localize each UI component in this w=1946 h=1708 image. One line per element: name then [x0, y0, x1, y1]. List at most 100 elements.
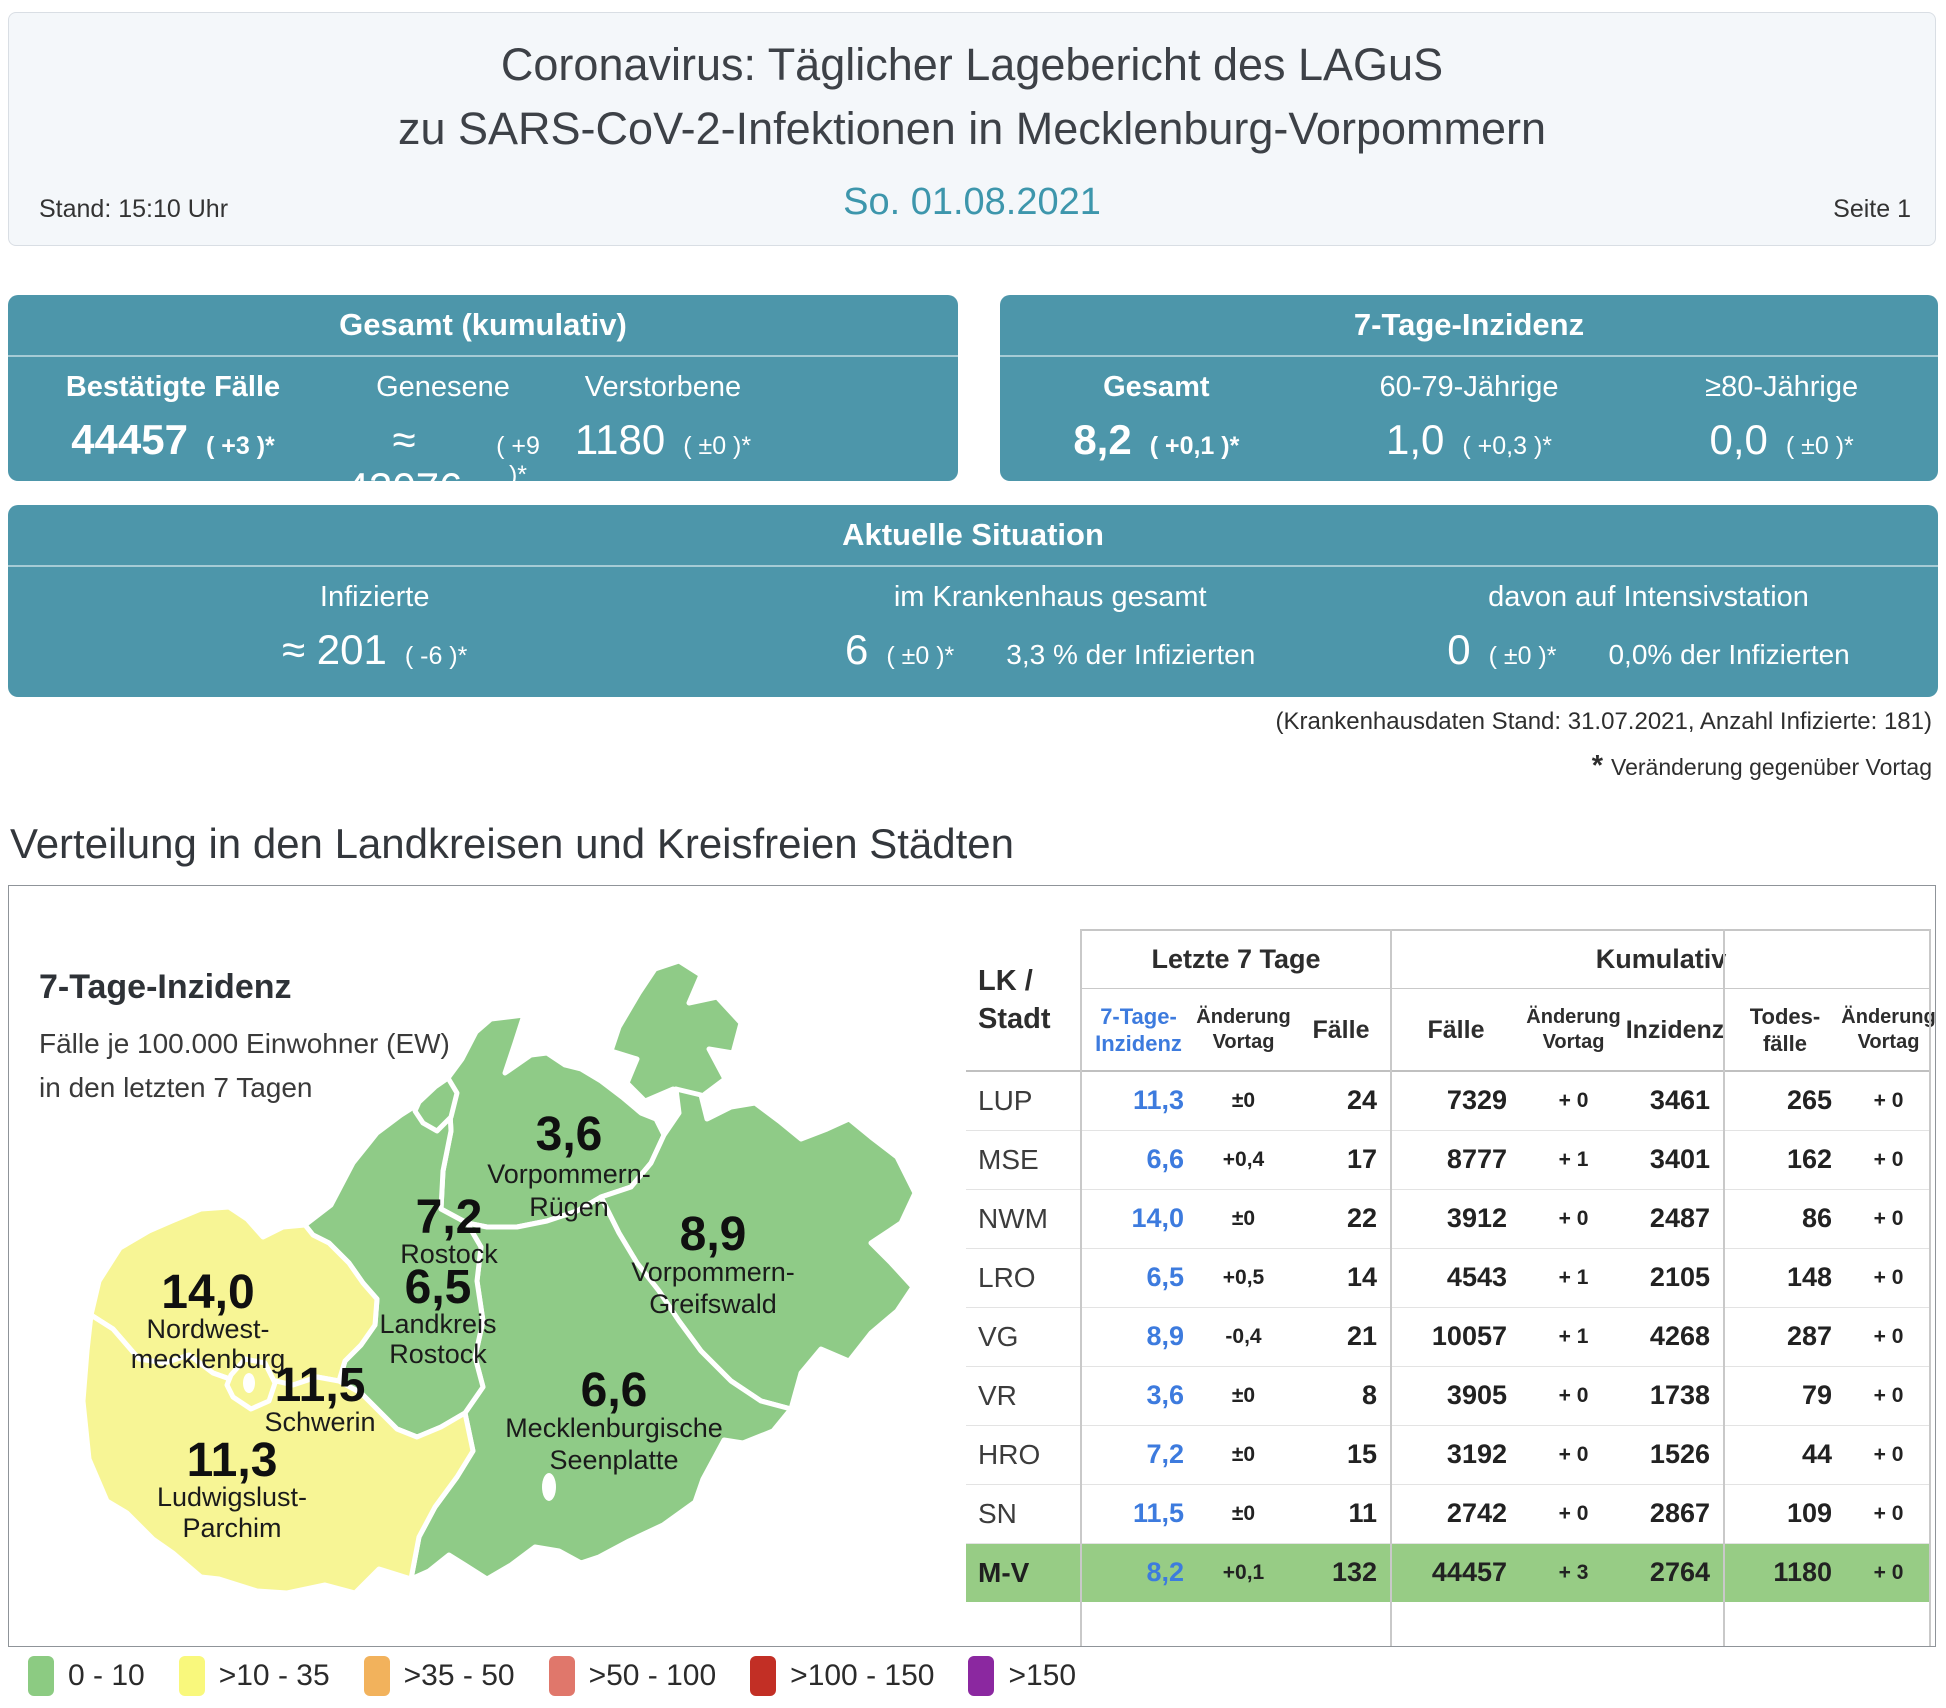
swatch-rect [28, 1656, 54, 1696]
corner-line2: Stadt [978, 1003, 1051, 1035]
stat-label: Verstorbene [584, 371, 742, 403]
cell-aenderung: +0,1 [1196, 1543, 1291, 1602]
cell-todesfaelle: 1180 [1724, 1543, 1846, 1602]
lake-mueritz [542, 1473, 556, 1501]
row-divider [966, 1248, 1931, 1249]
cell-kum-aenderung: + 3 [1521, 1543, 1626, 1602]
cell-kum-faelle: 8777 [1446, 1144, 1507, 1174]
cell-todesfaelle: 109 [1786, 1498, 1832, 1528]
cell-kum-faelle: 3192 [1446, 1439, 1507, 1469]
stat-change: ( ±0 )* [683, 432, 752, 460]
row-divider [966, 1130, 1931, 1131]
cell-inzidenz: 8,9 [1146, 1321, 1184, 1351]
cell-aenderung: ±0 [1231, 1088, 1256, 1112]
table-top-border [1081, 929, 1931, 931]
stat-intensivstation: davon auf Intensivstation 0 ( ±0 )* 0,0% d… [1359, 567, 1938, 674]
legend-item: 0 - 10 [28, 1656, 145, 1696]
table-header-underline [966, 1070, 1931, 1072]
cell-kum-faelle: 4543 [1446, 1262, 1507, 1292]
footnote-krankenhausdaten: (Krankenhausdaten Stand: 31.07.2021, Anz… [1275, 708, 1932, 735]
cell-tote-aenderung: + 0 [1873, 1147, 1904, 1171]
row-divider [966, 1366, 1931, 1367]
cell-todesfaelle: 86 [1801, 1203, 1832, 1233]
stat-inzidenz-gesamt: Gesamt 8,2 ( +0,1 )* [1000, 357, 1313, 464]
map-subtitle-line2: in den letzten 7 Tagen [39, 1072, 313, 1103]
stat-label: Bestätigte Fälle [65, 371, 281, 403]
legend-item: >100 - 150 [750, 1656, 934, 1696]
column-divider [1929, 929, 1931, 1646]
hdr-line: Vortag [1542, 1031, 1605, 1053]
stat-change: ( +9 )* [496, 432, 540, 489]
stat-change: ( +0,3 )* [1462, 432, 1552, 460]
legend-swatch-yellow [178, 1656, 205, 1696]
map-table-container: 7-Tage-Inzidenz Fälle je 100.000 Einwohn… [8, 885, 1936, 1647]
stat-label: im Krankenhaus gesamt [893, 581, 1207, 613]
stat-value: 0,0 [1709, 416, 1768, 463]
cell-kum-faelle: 10057 [1431, 1321, 1507, 1351]
cell-kum-inzidenz: 2105 [1649, 1262, 1710, 1292]
table-row-code: LUP [978, 1084, 1033, 1116]
col-header-faelle-7t: Fälle [1312, 1015, 1370, 1044]
cell-kum-inzidenz: 3461 [1649, 1085, 1710, 1115]
stat-label: Genesene [376, 371, 510, 403]
stat-value: ≈ 43076 [345, 416, 463, 511]
map-value-vorpommern-greifswald: 8,9 [680, 1208, 747, 1261]
map-value-nordwestmecklenburg: 14,0 [161, 1266, 254, 1319]
column-divider [1390, 929, 1392, 1646]
row-divider [966, 1484, 1931, 1485]
panel-aktuelle-situation: Aktuelle Situation Infizierte ≈ 201 ( -6 … [8, 505, 1938, 697]
mv-districts-map: 3,6 Vorpommern- Rügen 7,2 Rostock 6,5 La… [80, 958, 918, 1596]
cell-tote-aenderung: + 0 [1873, 1265, 1904, 1289]
map-label: Rügen [529, 1192, 609, 1222]
cell-faelle: 11 [1348, 1498, 1377, 1528]
cell-aenderung: ±0 [1231, 1442, 1256, 1466]
cell-kum-inzidenz: 1738 [1649, 1380, 1710, 1410]
cell-aenderung: +0,5 [1222, 1265, 1265, 1289]
map-label: Nordwest- [146, 1314, 269, 1344]
panel-inzidenz-title: 7-Tage-Inzidenz [1000, 295, 1938, 357]
map-label: Landkreis [379, 1309, 496, 1339]
cell-tote-aenderung: + 0 [1873, 1501, 1904, 1525]
stat-label: ≥80-Jährige [1705, 371, 1859, 403]
cell-kum-faelle: 7329 [1446, 1085, 1507, 1115]
cell-kum-aenderung: + 1 [1558, 1324, 1589, 1348]
stat-infizierte: Infizierte ≈ 201 ( -6 )* [8, 567, 741, 674]
stat-verstorbene: Verstorbene 1180 ( ±0 )* [548, 357, 778, 512]
table-row-code: VG [978, 1320, 1019, 1352]
legend-swatch-red [750, 1656, 777, 1696]
cell-tote-aenderung: + 0 [1846, 1543, 1931, 1602]
map-label: Vorpommern- [631, 1257, 795, 1287]
map-label: Rostock [389, 1339, 487, 1369]
table-row-code: HRO [978, 1438, 1041, 1470]
stat-label: davon auf Intensivstation [1488, 581, 1809, 613]
hdr-line: Inzidenz [1095, 1031, 1182, 1056]
table-group-letzte-7-tage: Letzte 7 Tage [1151, 943, 1321, 974]
map-label: Seenplatte [549, 1445, 678, 1475]
cell-todesfaelle: 79 [1801, 1380, 1832, 1410]
cell-inzidenz: 11,3 [1132, 1085, 1184, 1115]
stat-change: ( +3 )* [206, 432, 275, 460]
map-label: Schwerin [264, 1407, 375, 1437]
stat-inzidenz-60-79: 60-79-Jährige 1,0 ( +0,3 )* [1313, 357, 1626, 464]
cell-faelle: 17 [1346, 1144, 1377, 1174]
cell-aenderung: -0,4 [1225, 1324, 1262, 1348]
legend-swatch-salmon [548, 1656, 575, 1696]
cell-aenderung: +0,4 [1222, 1147, 1265, 1171]
cell-kum-faelle: 3912 [1446, 1203, 1507, 1233]
map-label: Mecklenburgische [505, 1413, 723, 1443]
cell-faelle: 21 [1346, 1321, 1377, 1351]
map-value-rostock-stadt: 7,2 [416, 1191, 483, 1244]
col-header-faelle-kum: Fälle [1427, 1015, 1485, 1044]
cell-inzidenz: 3,6 [1146, 1380, 1184, 1410]
cell-tote-aenderung: + 0 [1873, 1383, 1904, 1407]
stat-genesene: Genesene ≈ 43076 ( +9 )* [338, 357, 548, 512]
cell-aenderung: ±0 [1231, 1206, 1256, 1230]
swatch-rect [968, 1656, 995, 1696]
stat-value: 8,2 [1073, 416, 1132, 463]
stat-value: 1180 [574, 416, 666, 463]
cell-kum-aenderung: + 0 [1558, 1442, 1589, 1466]
stat-label: 60-79-Jährige [1379, 371, 1559, 403]
hdr-line: Änderung [1526, 1006, 1621, 1028]
stat-change: ( ±0 )* [1785, 432, 1854, 460]
section-title-verteilung: Verteilung in den Landkreisen und Kreisf… [10, 820, 1015, 867]
